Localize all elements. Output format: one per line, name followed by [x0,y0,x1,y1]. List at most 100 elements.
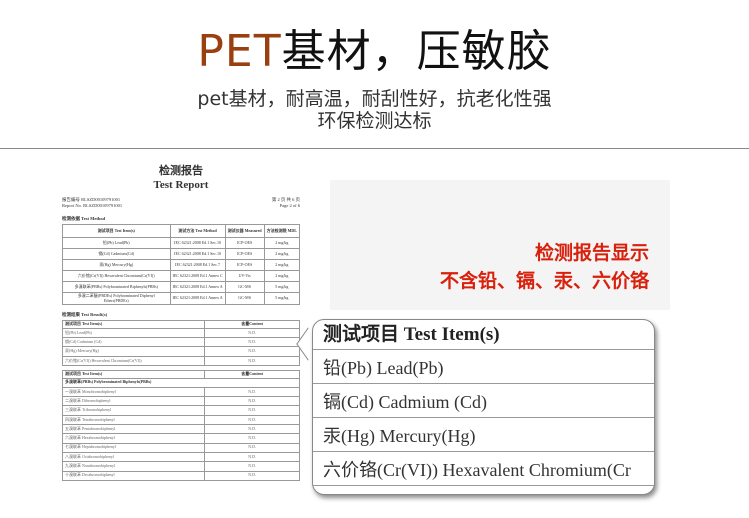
table-cell: N.D. [204,396,300,407]
report-meta: 报告编号 RLSZD00109791001 Report No. RLSZD001… [62,197,300,213]
group-label: 多溴联苯(PBBs) Polybrominated Biphenyls(PBBs… [62,377,300,388]
table-row: 四溴联苯 Tetrabromobiphenyl N.D. [61,414,300,426]
callout-header: 测试项目 Test Item(s) [313,320,654,350]
table-cell: 2 mg/kg [263,248,301,260]
report-no-en: Report No. RLSZD00109791001 [62,203,123,208]
table-cell: 多溴联苯(PBBs) Polybrominated Biphenyls(PBBs… [62,281,171,293]
table-row: 六价铬(Cr(VI)) Hexavalent Chromium(Cr(VI)) I… [62,270,301,282]
table-cell: 2 mg/kg [263,270,301,282]
page-en: Page 2 of 6 [279,203,300,208]
column-header: 含量Content [204,320,300,329]
table-cell: N.D. [204,355,300,366]
table-cell: 一溴联苯 Monobromobiphenyl [61,386,206,398]
table-cell: UV-Vis [224,270,265,282]
table-cell: 5 mg/kg [263,281,301,293]
column-header: 测试仪器 Measured [224,224,265,238]
table-cell: 五溴联苯 Pentabromobiphenyl [61,424,206,435]
column-header: 含量Content [204,369,300,379]
result-label: 检测结果 Test Result(s) [62,312,108,318]
table-cell: IEC 62321:2008 Ed.1 Sec.7 [169,259,226,271]
table-cell: 5 mg/kg [263,291,301,306]
divider [0,148,749,149]
table-cell: 八溴联苯 Octabromobiphenyl [61,451,206,463]
table-cell: N.D. [204,414,300,426]
magnified-callout: 测试项目 Test Item(s) 铅(Pb) Lead(Pb) 镉(Cd) C… [312,319,655,495]
highlight-line-1: 检测报告显示 [534,242,649,264]
table-row: 汞(Hg) Mercury(Hg) N.D. [61,346,300,357]
table-cell: N.D. [204,337,300,348]
table-cell: N.D. [204,405,300,416]
table-cell: IEC 62321:2008 Ed.1 Annex C [169,270,226,282]
highlight-line-2: 不含铅、镉、汞、六价铬 [439,270,649,292]
table-cell: 三溴联苯 Tribromobiphenyl [61,405,206,416]
table-cell: N.D. [204,424,300,435]
subtitle-line-2: 环保检测达标 [317,110,432,132]
table-cell: N.D. [204,327,300,339]
table-row: 汞(Hg) Mercury(Hg) IEC 62321:2008 Ed.1 Sec… [62,259,301,271]
table-row: 五溴联苯 Pentabromobiphenyl N.D. [61,424,300,435]
table-row: 二溴联苯 Dibromobiphenyl N.D. [61,396,300,407]
callout-item-lead: 铅(Pb) Lead(Pb) [313,350,654,384]
report-title-en: Test Report [153,179,209,191]
table-row: 铅(Pb) Lead(Pb) N.D. [61,327,300,339]
table-cell: 七溴联苯 Heptabromobiphenyl [61,442,206,453]
table-cell: 铅(Pb) Lead(Pb) [61,327,206,339]
table-cell: N.D. [204,461,300,472]
table-cell: IEC 62321:2008 Ed.1 Annex A [169,281,226,293]
table-cell: N.D. [204,386,300,398]
headline-brand: PET [197,26,282,77]
test-report-document: 检测报告 Test Report 报告编号 RLSZD00109791001 Re… [61,158,301,518]
table-cell: ICP-OES [224,237,265,249]
table-cell: 六价铬(Cr(VI)) Hexavalent Chromium(Cr(VI)) [62,270,171,282]
table-header: 测试项目 Test Item(s) 测试方法 Test Method 测试仪器 Me… [62,224,301,238]
method-label: 检测依据 Test Method [62,216,106,221]
table-row: 七溴联苯 Heptabromobiphenyl N.D. [61,442,300,453]
result-table-pbbs: 测试项目 Test Item(s) 含量Content 多溴联苯(PBBs) Pol… [61,369,300,481]
table-row-group: 多溴联苯(PBBs) Polybrominated Biphenyls(PBBs… [62,377,300,388]
table-row: 十溴联苯 Decabromobiphenyl N.D. [61,470,300,481]
table-row: 多溴联苯(PBBs) Polybrominated Biphenyls(PBBs… [62,281,301,293]
column-header: 测试项目 Test Item(s) [61,320,206,329]
table-cell: N.D. [204,442,300,453]
table-row: 六价铬(Cr(VI)) Hexavalent Chromium(Cr(VI)) N… [61,355,300,366]
table-cell: 九溴联苯 Nonabromobiphenyl [61,461,206,472]
table-cell: IEC 62321:2008 Ed.1 Annex A [169,291,226,306]
page-cn: 第 2 页 共 6 页 [271,197,300,202]
report-no-cn: 报告编号 RLSZD00109791001 [62,197,121,202]
table-row: 九溴联苯 Nonabromobiphenyl N.D. [61,461,300,472]
table-cell: GC-MS [224,281,265,293]
headline-rest: 基材，压敏胶 [281,26,552,77]
callout-item-cadmium: 镉(Cd) Cadmium (Cd) [313,384,654,418]
table-cell: 汞(Hg) Mercury(Hg) [62,259,171,271]
table-cell: ICP-OES [224,259,265,271]
column-header: 测试项目 Test Item(s) [62,224,171,238]
column-header: 测试项目 Test Item(s) [61,369,206,379]
table-row: 镉(Cd) Cadmium (Cd) N.D. [61,337,300,348]
table-cell: N.D. [204,433,300,444]
table-cell: ICP-OES [224,248,265,260]
table-row: 镉(Cd) Cadmium(Cd) IEC 62321:2008 Ed.1 Sec… [62,248,301,260]
table-cell: IEC 62321:2008 Ed.1 Sec.10 [169,237,226,249]
table-cell: 六价铬(Cr(VI)) Hexavalent Chromium(Cr(VI)) [61,355,206,366]
table-header: 测试项目 Test Item(s) 含量Content [61,369,300,379]
table-cell: 2 mg/kg [263,259,301,271]
table-cell: 二溴联苯 Dibromobiphenyl [61,396,206,407]
test-method-table: 测试项目 Test Item(s) 测试方法 Test Method 测试仪器 Me… [62,224,301,306]
callout-item-chromium: 六价铬(Cr(VI)) Hexavalent Chromium(Cr [313,452,654,486]
table-cell: N.D. [204,451,300,463]
table-cell: 多溴二苯醚(PBDEs) Polybrominated Diphenyl Eth… [62,291,171,306]
table-cell: 镉(Cd) Cadmium (Cd) [61,337,206,348]
table-cell: 汞(Hg) Mercury(Hg) [61,346,206,357]
table-row: 一溴联苯 Monobromobiphenyl N.D. [61,386,300,398]
column-header: 方法检测限 MDL [263,224,301,238]
callout-item-mercury: 汞(Hg) Mercury(Hg) [313,418,654,452]
table-cell: 2 mg/kg [263,237,301,249]
table-cell: N.D. [204,346,300,357]
table-cell: 镉(Cd) Cadmium(Cd) [62,248,171,260]
table-cell: N.D. [204,470,300,481]
table-cell: GC-MS [224,291,265,306]
table-row: 三溴联苯 Tribromobiphenyl N.D. [61,405,300,416]
table-row: 六溴联苯 Hexabromobiphenyl N.D. [61,433,300,444]
headline: PET基材，压敏胶 [0,24,749,80]
table-row: 铅(Pb) Lead(Pb) IEC 62321:2008 Ed.1 Sec.10… [62,237,301,249]
